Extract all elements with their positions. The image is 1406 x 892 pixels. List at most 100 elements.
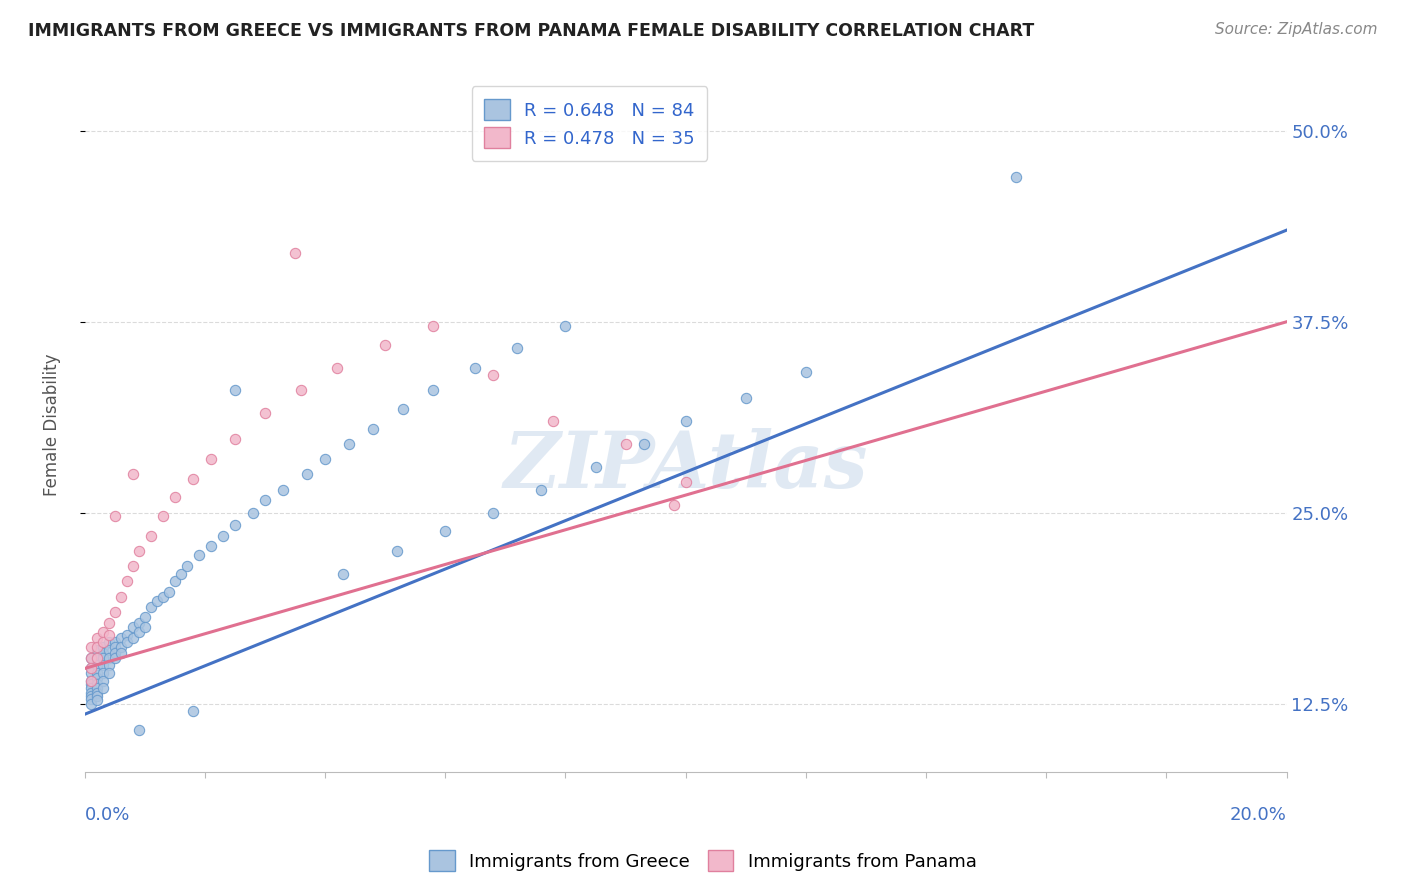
Point [253,406,276,420]
Point [224,517,246,532]
Point [163,574,186,589]
Point [86,650,108,665]
Point [121,620,143,634]
Point [734,391,756,405]
Point [91,673,114,688]
Point [97,665,120,680]
Point [187,549,209,563]
Point [97,643,120,657]
Point [121,559,143,574]
Point [128,624,150,639]
Point [314,452,336,467]
Point [97,615,120,630]
Point [675,475,697,489]
Point [121,631,143,645]
Point [361,422,384,436]
Point [633,437,655,451]
Point [271,483,294,497]
Text: 20.0%: 20.0% [1230,805,1286,824]
Point [422,384,444,398]
Point [152,590,174,604]
Point [86,650,108,665]
Point [152,508,174,523]
Point [86,681,108,696]
Point [91,650,114,665]
Point [662,498,685,512]
Point [86,676,108,690]
Point [91,635,114,649]
Point [482,506,505,520]
Point [128,723,150,737]
Point [86,658,108,673]
Point [554,319,576,334]
Point [434,524,457,538]
Point [284,246,307,260]
Point [295,467,318,482]
Point [181,704,204,718]
Point [91,640,114,654]
Point [170,566,193,581]
Point [80,681,103,696]
Text: Source: ZipAtlas.com: Source: ZipAtlas.com [1215,22,1378,37]
Point [91,658,114,673]
Point [80,650,103,665]
Point [115,574,138,589]
Point [86,665,108,680]
Point [110,646,132,660]
Point [464,360,486,375]
Point [91,646,114,660]
Point [139,600,162,615]
Point [80,689,103,703]
Point [97,658,120,673]
Point [86,686,108,700]
Point [86,671,108,685]
Point [530,483,553,497]
Point [134,620,156,634]
Point [97,635,120,649]
Point [157,585,180,599]
Legend: Immigrants from Greece, Immigrants from Panama: Immigrants from Greece, Immigrants from … [422,843,984,879]
Point [134,609,156,624]
Point [80,665,103,680]
Point [86,643,108,657]
Text: ZIPAtlas: ZIPAtlas [503,428,868,505]
Point [80,697,103,711]
Point [110,631,132,645]
Point [181,472,204,486]
Point [326,360,349,375]
Point [128,615,150,630]
Point [374,337,396,351]
Point [585,459,607,474]
Point [614,437,637,451]
Point [200,452,222,467]
Point [422,319,444,334]
Point [86,631,108,645]
Point [104,605,127,619]
Text: 0.0%: 0.0% [84,805,131,824]
Point [1005,169,1028,184]
Point [242,506,264,520]
Point [80,673,103,688]
Point [675,414,697,428]
Point [163,491,186,505]
Y-axis label: Female Disability: Female Disability [44,353,60,496]
Point [104,635,127,649]
Point [86,640,108,654]
Point [80,640,103,654]
Point [80,692,103,706]
Point [392,401,415,416]
Point [80,673,103,688]
Point [91,681,114,696]
Point [253,493,276,508]
Point [86,693,108,707]
Point [146,594,169,608]
Point [80,650,103,665]
Text: IMMIGRANTS FROM GREECE VS IMMIGRANTS FROM PANAMA FEMALE DISABILITY CORRELATION C: IMMIGRANTS FROM GREECE VS IMMIGRANTS FRO… [28,22,1035,40]
Point [97,628,120,642]
Point [110,640,132,654]
Point [121,467,143,482]
Point [80,661,103,675]
Point [337,437,360,451]
Point [91,624,114,639]
Point [224,384,246,398]
